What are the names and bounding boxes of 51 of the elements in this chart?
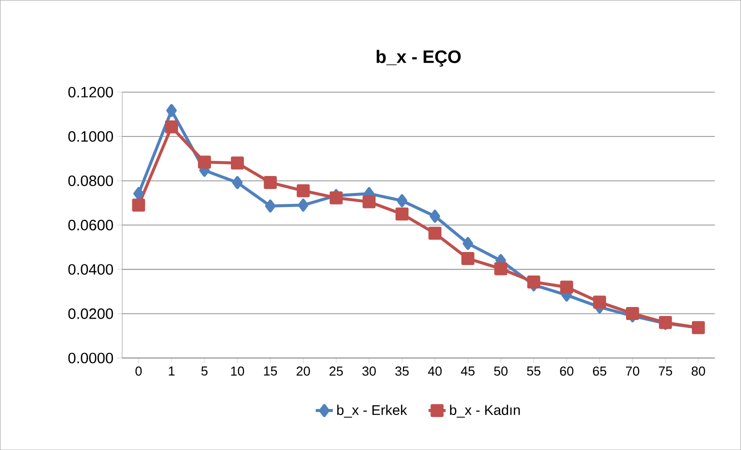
point — [560, 280, 574, 294]
point — [396, 207, 409, 220]
x-tick-label: 80 — [692, 366, 706, 376]
x-tick-label: 45 — [460, 366, 475, 376]
x-tick-label: 35 — [395, 366, 409, 376]
point — [362, 195, 376, 208]
x-tick-label: 30 — [362, 366, 376, 376]
x-tick-label: 60 — [560, 366, 574, 376]
point — [593, 296, 606, 309]
y-tick-label: 0.0800 — [68, 175, 114, 186]
x-tick-label: 10 — [231, 366, 244, 376]
point — [430, 210, 440, 223]
x-tick-label: 75 — [658, 366, 672, 376]
point — [428, 226, 442, 240]
point — [133, 187, 144, 200]
point — [264, 176, 277, 189]
x-tick-label: 40 — [428, 366, 442, 376]
point — [296, 184, 310, 198]
y-tick-label: 0.0400 — [68, 264, 114, 275]
legend-label: b_x - Kadın — [450, 404, 520, 418]
point — [396, 194, 408, 208]
x-tick-label: 5 — [201, 366, 208, 376]
chart-title: b_x - EÇO — [376, 50, 461, 67]
point — [462, 236, 474, 250]
x-tick-label: 15 — [264, 366, 277, 376]
x-tick-label: 1 — [168, 366, 175, 376]
point — [232, 176, 243, 189]
point — [230, 156, 244, 170]
point — [626, 306, 639, 320]
point — [166, 104, 177, 117]
y-tick-label: 0.0600 — [68, 220, 114, 230]
y-tick-label: 0.1000 — [68, 131, 114, 142]
point — [298, 198, 308, 212]
x-tick-label: 65 — [593, 366, 606, 376]
x-tick-label: 50 — [494, 366, 508, 376]
y-tick-label: 0.0200 — [68, 308, 114, 319]
legend-label: b_x - Erkek — [337, 404, 408, 418]
x-tick-label: 25 — [330, 366, 343, 376]
x-tick-label: 20 — [296, 366, 310, 376]
point — [461, 252, 474, 265]
point — [494, 262, 508, 276]
y-tick-label: 0.0000 — [68, 352, 114, 364]
x-tick-label: 55 — [527, 366, 540, 376]
point — [198, 156, 211, 169]
x-tick-label: 0 — [135, 366, 142, 376]
point — [132, 198, 146, 212]
y-tick-label: 0.1200 — [68, 86, 114, 98]
point — [527, 275, 540, 288]
x-tick-label: 70 — [626, 366, 640, 376]
point — [265, 199, 276, 212]
point — [165, 120, 178, 134]
